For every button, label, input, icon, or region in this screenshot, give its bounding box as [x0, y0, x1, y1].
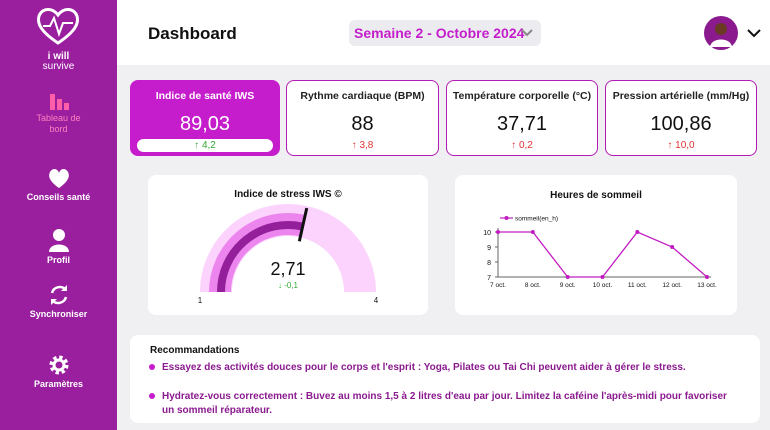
- recommendation: Hydratez-vous correctement : Buvez au mo…: [162, 391, 727, 416]
- bullet: [149, 393, 155, 399]
- y-tick-label: 10: [483, 230, 491, 237]
- kpi-card: Rythme cardiaque (BPM) 88 ↑ 3,8: [286, 80, 439, 156]
- y-tick-label: 8: [487, 260, 491, 267]
- nav-label: Paramètres: [33, 379, 84, 389]
- trend-arrow: ↓: [278, 281, 284, 290]
- kpi-title: Pression artérielle (mm/Hg): [612, 90, 750, 102]
- gauge-card: Indice de stress IWS © 2,71 ↓ -0,1 1 4: [148, 175, 428, 315]
- page-title: Dashboard: [148, 24, 237, 43]
- logo-icon: [37, 8, 79, 45]
- gauge-change: ↓ -0,1: [278, 281, 299, 290]
- chart-title: Heures de sommeil: [550, 190, 642, 201]
- x-tick-label: 7 oct.: [490, 282, 506, 289]
- gauge-fill: [217, 221, 304, 293]
- logo-line: survive: [42, 61, 75, 72]
- y-tick-label: 9: [487, 245, 491, 252]
- gauge-change-value: -0,1: [284, 281, 298, 290]
- nav-icon: [50, 285, 67, 305]
- kpi-card: Pression artérielle (mm/Hg) 100,86 ↑ 10,0: [605, 80, 757, 156]
- trend-arrow: ↑: [351, 140, 360, 151]
- gauge-title: Indice de stress IWS ©: [234, 189, 342, 200]
- nav-icon: [49, 94, 69, 110]
- chevron: [521, 29, 533, 37]
- nav-item[interactable]: Profil: [0, 228, 117, 266]
- point: [600, 275, 605, 279]
- kpi-change-value: 3,8: [359, 140, 374, 151]
- period-selector[interactable]: Semaine 2 - Octobre 2024: [349, 20, 541, 46]
- header: Dashboard Semaine 2 - Octobre 2024: [117, 0, 770, 65]
- trend-arrow: ↑: [194, 140, 202, 151]
- x-tick-label: 10 oct.: [593, 282, 613, 289]
- series-line: [498, 231, 708, 278]
- kpi-value: 89,03: [179, 113, 231, 135]
- kpi-change: ↑ 3,8: [287, 140, 438, 151]
- kpi-change-value: 0,2: [518, 140, 533, 151]
- y-tick-label: 7: [487, 275, 491, 282]
- gauge-value: 2,71: [270, 259, 305, 279]
- kpi-card: Indice de santé IWS 89,03 ↑ 4,2: [130, 80, 280, 156]
- logo-line: i will: [47, 51, 70, 62]
- kpi-value: 37,71: [496, 113, 548, 135]
- gauge-max: 4: [374, 296, 379, 305]
- point: [670, 245, 675, 249]
- kpi-change: ↑ 10,0: [606, 140, 756, 151]
- nav-icon: [48, 169, 69, 188]
- trend-arrow: ↑: [667, 140, 676, 151]
- kpi-change: ↑ 4,2: [137, 139, 273, 152]
- x-tick-label: 9 oct.: [560, 282, 576, 289]
- gauge-min: 1: [198, 296, 203, 305]
- x-tick-label: 8 oct.: [525, 282, 541, 289]
- nav-label: Tableau de bord: [36, 113, 81, 134]
- trend-arrow: ↑: [511, 140, 519, 151]
- line-card: Heures de sommeil 7 8 9 10 7 oct. 8 oct. 9 oct.…: [455, 175, 737, 315]
- nav-item[interactable]: Tableau de bord: [0, 92, 117, 135]
- kpi-title: Température corporelle (°C): [452, 90, 592, 102]
- gauge-chart: Indice de stress IWS © 2,71 ↓ -0,1 1 4: [198, 189, 379, 305]
- kpi-title: Rythme cardiaque (BPM): [300, 90, 425, 102]
- legend-marker: [504, 216, 509, 220]
- nav-item[interactable]: Paramètres: [0, 354, 117, 390]
- nav-label: Synchroniser: [29, 309, 88, 319]
- point: [496, 230, 500, 234]
- x-tick-label: 12 oct.: [662, 282, 682, 289]
- recommendations-title: Recommandations: [150, 345, 240, 356]
- nav-item[interactable]: Synchroniser: [0, 284, 117, 320]
- user-menu[interactable]: [703, 15, 763, 51]
- kpi-change-value: 4,2: [201, 140, 216, 151]
- recommendations-card: [130, 335, 760, 423]
- nav-label: Profil: [46, 255, 70, 265]
- kpi-value: 100,86: [650, 113, 712, 135]
- logo-text: i will survive: [0, 52, 117, 72]
- point: [705, 275, 709, 279]
- x-tick-label: 13 oct.: [697, 282, 717, 289]
- kpi-value: 88: [351, 113, 374, 135]
- line-chart: Heures de sommeil 7 8 9 10 7 oct. 8 oct. 9 oct.…: [483, 190, 717, 289]
- nav-icon: [49, 355, 68, 375]
- nav-label: Conseils santé: [26, 192, 91, 202]
- kpi-change-value: 10,0: [675, 140, 695, 151]
- bullet: [149, 364, 155, 370]
- period-label: Semaine 2 - Octobre 2024: [354, 25, 525, 41]
- kpi-title: Indice de santé IWS: [155, 90, 255, 102]
- point: [565, 275, 570, 279]
- legend-label: sommeil(en_h): [515, 216, 558, 223]
- kpi-card: Température corporelle (°C) 37,71 ↑ 0,2: [446, 80, 598, 156]
- gauge-marker: [297, 207, 309, 242]
- recommendation: Essayez des activités douces pour le cor…: [162, 362, 686, 373]
- nav-item[interactable]: Conseils santé: [0, 167, 117, 203]
- x-tick-label: 11 oct.: [628, 282, 647, 289]
- point: [530, 230, 535, 234]
- sidebar: i will survive Tableau de bord Conseils …: [0, 0, 117, 430]
- nav-icon: [48, 229, 69, 252]
- kpi-change: ↑ 0,2: [447, 140, 597, 151]
- point: [635, 230, 640, 234]
